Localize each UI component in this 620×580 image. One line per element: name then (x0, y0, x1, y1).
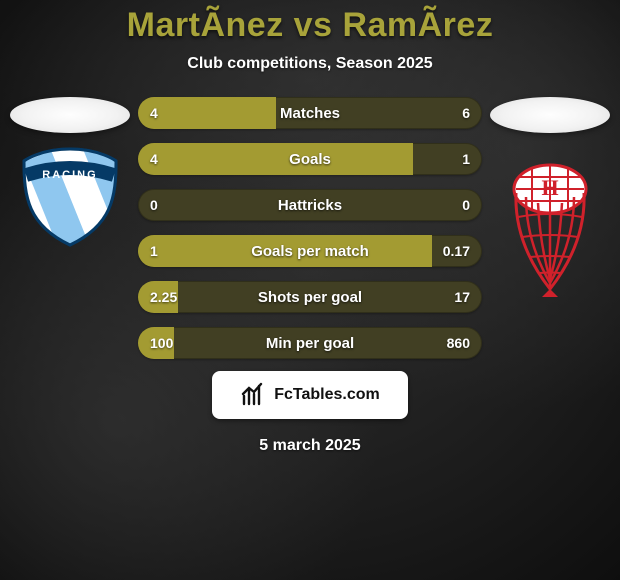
stat-right-value: 0.17 (443, 235, 470, 267)
left-team-logo: RACING (20, 147, 120, 247)
stat-label: Min per goal (138, 327, 482, 359)
attribution-badge: FcTables.com (212, 371, 408, 419)
page-title: MartÃ­nez vs RamÃ­rez (127, 6, 494, 45)
subtitle: Club competitions, Season 2025 (187, 55, 432, 73)
stat-bar: 2.25 17Shots per goal (138, 281, 482, 313)
player-photo-right (490, 97, 610, 133)
left-column: RACING (10, 97, 130, 247)
stat-left-value: 100 (150, 327, 173, 359)
stat-right-value: 1 (462, 143, 470, 175)
huracan-logo: H (500, 163, 600, 297)
stat-right-value: 0 (462, 189, 470, 221)
stat-label: Hattricks (138, 189, 482, 221)
racing-club-logo: RACING (20, 147, 120, 247)
title-left: MartÃ­nez (127, 6, 284, 44)
stat-left-value: 4 (150, 97, 158, 129)
stat-left-value: 0 (150, 189, 158, 221)
right-team-logo: H (500, 163, 600, 297)
stat-bar: 100 860Min per goal (138, 327, 482, 359)
svg-text:RACING: RACING (42, 169, 97, 181)
player-photo-left (10, 97, 130, 133)
stat-bar-fill (138, 97, 276, 129)
date-text: 5 march 2025 (259, 437, 360, 455)
stat-bar: 10.17Goals per match (138, 235, 482, 267)
main-row: RACING 46Matches41Goals00Hattricks10.17G… (0, 97, 620, 359)
stat-right-value: 860 (447, 327, 470, 359)
stat-bar-fill (138, 143, 413, 175)
stat-bar: 41Goals (138, 143, 482, 175)
title-vs: vs (294, 6, 333, 44)
stat-left-value: 1 (150, 235, 158, 267)
stat-label: Shots per goal (138, 281, 482, 313)
title-right: RamÃ­rez (342, 6, 493, 44)
attribution-text: FcTables.com (274, 386, 380, 404)
stat-left-value: 4 (150, 143, 158, 175)
stat-right-value: 6 (462, 97, 470, 129)
stat-bar: 46Matches (138, 97, 482, 129)
stat-bar-fill (138, 235, 432, 267)
stat-right-value: 17 (454, 281, 470, 313)
fctables-icon (240, 382, 266, 408)
stat-bar: 0 0Hattricks (138, 189, 482, 221)
stat-left-value: 2.25 (150, 281, 177, 313)
stat-bars: 46Matches41Goals00Hattricks10.17Goals pe… (138, 97, 482, 359)
right-column: H (490, 97, 610, 297)
